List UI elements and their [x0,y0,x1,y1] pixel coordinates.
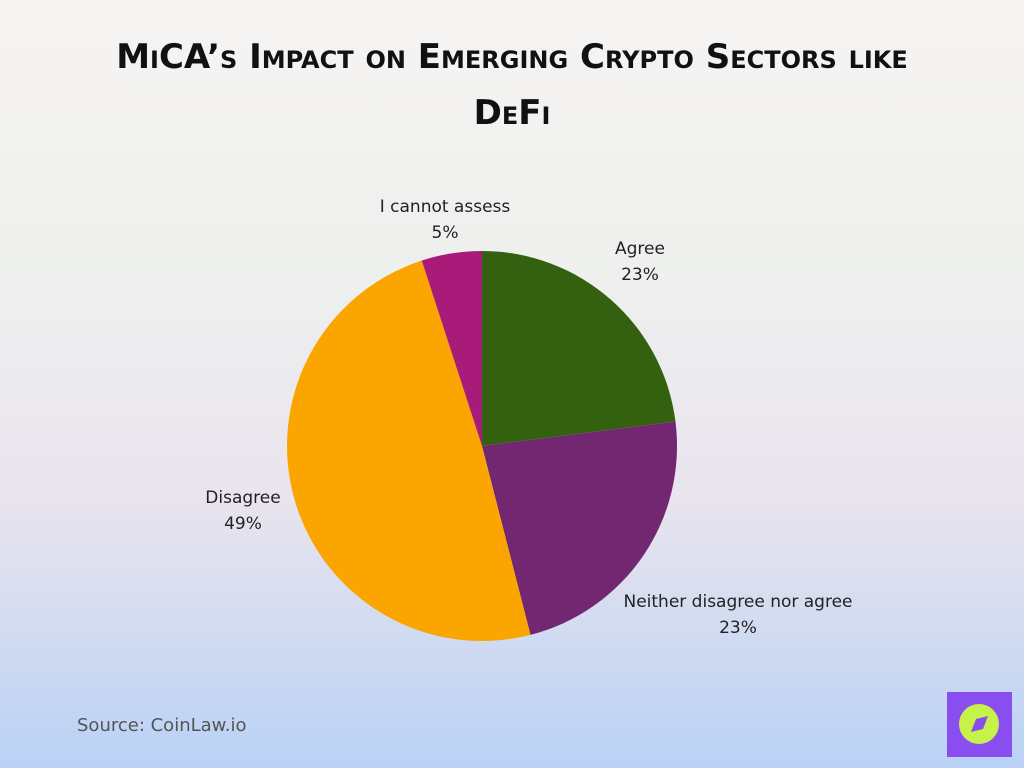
pie-slice [286,260,531,642]
slice-value-label: 49% [224,514,262,534]
slice-label: Disagree [205,488,280,508]
logo-icon [971,716,988,732]
slice-label: Agree [615,239,665,259]
source: Source: CoinLaw.io [77,715,246,736]
slice-label: I cannot assess [380,197,511,217]
slice-value-label: 23% [719,618,757,638]
chart-title: MiCA’s Impact on Emerging Crypto Sectors… [116,37,908,77]
chart-title: DeFi [474,93,551,133]
slice-label: Neither disagree nor agree [623,592,852,612]
pie-slice [421,251,482,446]
slice-value-label: 23% [621,265,659,285]
pie: Agree 23% Neither disagree nor agree 23% Dis… [205,197,853,642]
slice-value-label: 5% [432,223,459,243]
pie-slice [482,251,676,446]
logo [947,692,1012,757]
pie-slice [482,421,677,635]
